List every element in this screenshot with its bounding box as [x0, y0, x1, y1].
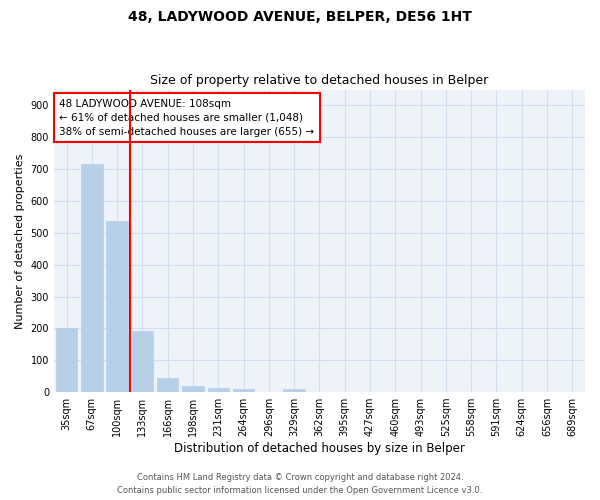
Text: Contains HM Land Registry data © Crown copyright and database right 2024.
Contai: Contains HM Land Registry data © Crown c…: [118, 473, 482, 495]
Bar: [182, 386, 204, 392]
Text: 48, LADYWOOD AVENUE, BELPER, DE56 1HT: 48, LADYWOOD AVENUE, BELPER, DE56 1HT: [128, 10, 472, 24]
Bar: [81, 164, 103, 392]
Bar: [157, 378, 178, 392]
Bar: [131, 331, 153, 392]
Bar: [208, 388, 229, 392]
Bar: [233, 389, 254, 392]
Bar: [106, 221, 128, 392]
Y-axis label: Number of detached properties: Number of detached properties: [15, 153, 25, 328]
X-axis label: Distribution of detached houses by size in Belper: Distribution of detached houses by size …: [174, 442, 465, 455]
Title: Size of property relative to detached houses in Belper: Size of property relative to detached ho…: [151, 74, 488, 87]
Bar: [56, 328, 77, 392]
Text: 48 LADYWOOD AVENUE: 108sqm
← 61% of detached houses are smaller (1,048)
38% of s: 48 LADYWOOD AVENUE: 108sqm ← 61% of deta…: [59, 98, 314, 136]
Bar: [283, 389, 305, 392]
